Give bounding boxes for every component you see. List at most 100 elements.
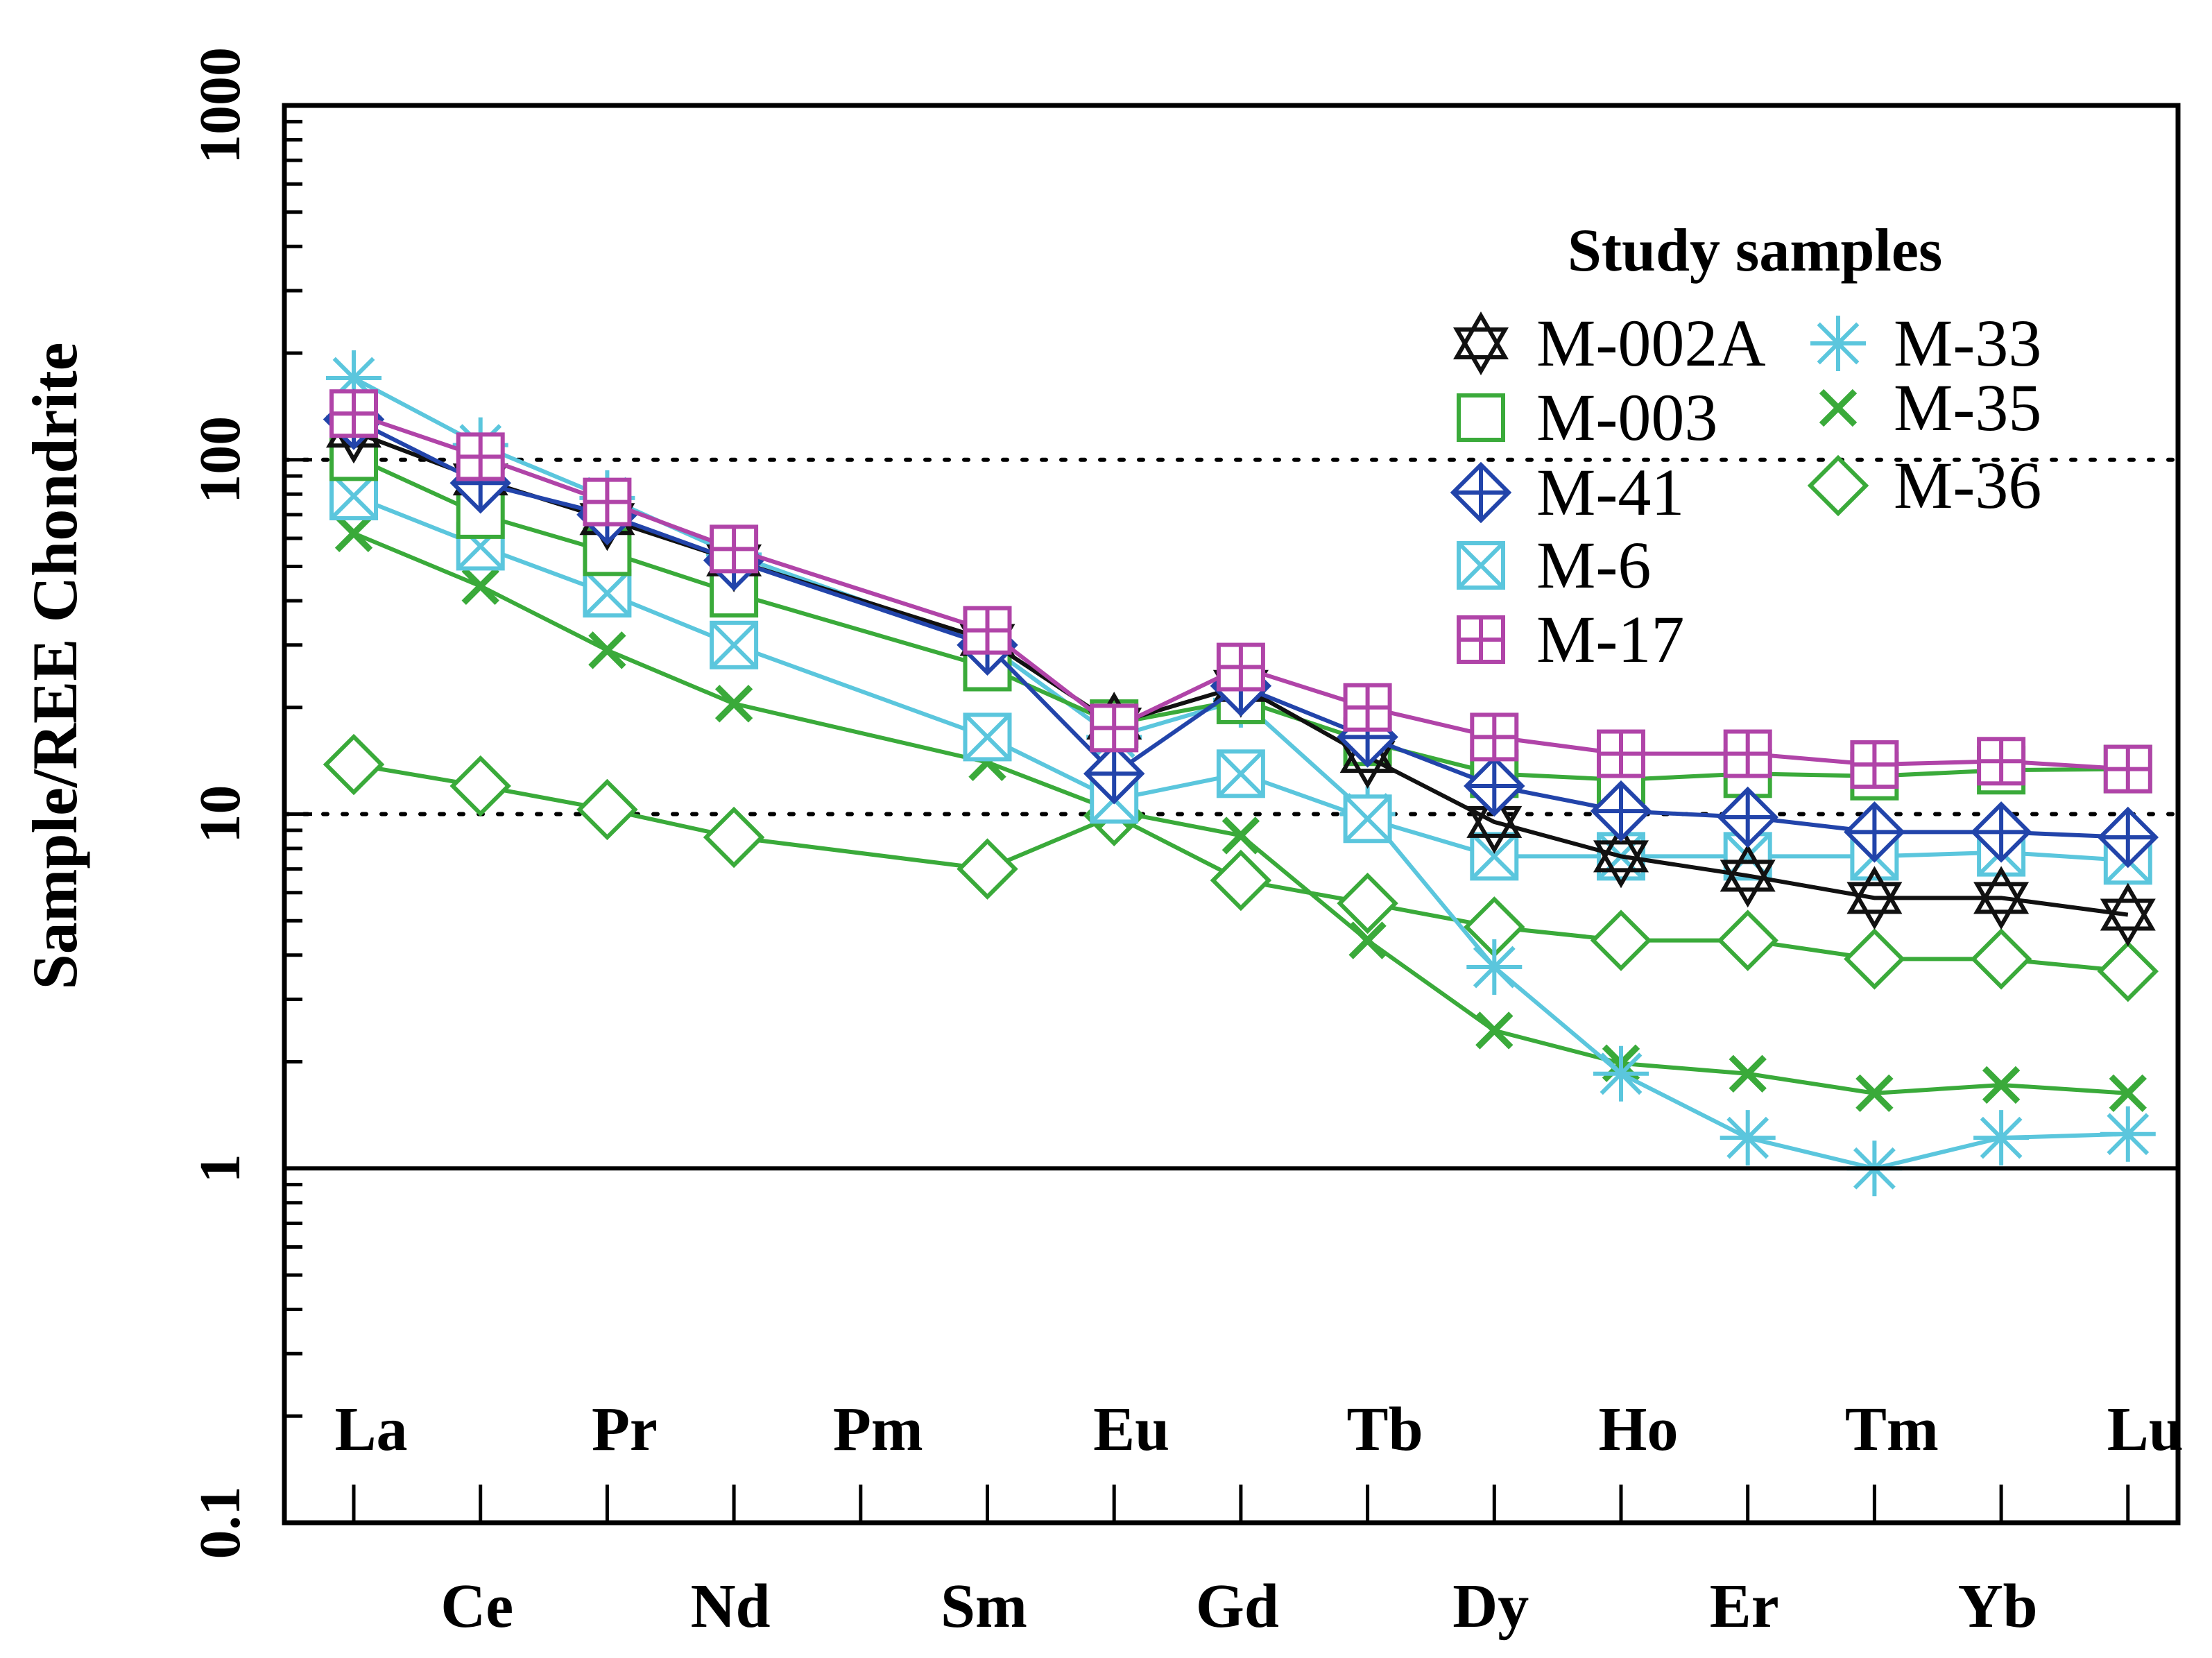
- axes: 0.1 1 10 100 1000 La Ce Pr Nd Pm Sm Eu Gd Tb Dy Ho Er Tm…: [188, 47, 2184, 1641]
- legend-title: Study samples: [1568, 217, 1942, 284]
- data-point-M-6-Gd: [1216, 749, 1265, 798]
- data-point-M-41-Yb: [1970, 801, 2032, 863]
- y-axis-title: Sample/REE Chondrite: [19, 343, 90, 990]
- y-tick-label: 1000: [188, 47, 252, 164]
- series-M-17: [329, 389, 2152, 794]
- data-point-M-36-Yb: [1970, 928, 2032, 990]
- y-tick-label: 0.1: [188, 1487, 252, 1559]
- legend-item-M-6: M-6: [1457, 528, 1651, 602]
- data-point-M-41-Eu: [1083, 743, 1145, 805]
- data-point-M-6-Tb: [1343, 794, 1392, 844]
- data-point-M-6-Nd: [710, 620, 759, 669]
- data-point-M-002A-Tm: [1846, 866, 1903, 930]
- legend-label: M-36: [1894, 448, 2041, 522]
- legend-marker: [1457, 393, 1505, 442]
- legend-item-M-17: M-17: [1457, 602, 1684, 676]
- data-point-M-17-Nd: [710, 524, 759, 574]
- legend-marker: [1819, 388, 1858, 427]
- data-point-M-17-Er: [1723, 729, 1772, 778]
- data-point-M-35-Pr: [588, 631, 626, 669]
- data-point-M-17-Lu: [2103, 744, 2152, 794]
- data-point-M-36-Ce: [449, 755, 511, 817]
- series-layer: [323, 350, 2159, 1197]
- data-point-M-17-Ce: [456, 432, 505, 481]
- x-tick-label-Dy: Dy: [1452, 1572, 1529, 1641]
- data-point-M-35-Yb: [1982, 1066, 2021, 1104]
- data-point-M-17-Tm: [1850, 740, 1899, 789]
- legend-label: M-41: [1536, 455, 1684, 529]
- legend-label: M-003: [1536, 380, 1717, 454]
- data-point-M-17-Dy: [1470, 712, 1519, 762]
- legend-label: M-17: [1536, 602, 1684, 676]
- x-tick-label-Pm: Pm: [833, 1395, 923, 1464]
- data-point-M-35-Gd: [1221, 817, 1260, 855]
- data-point-M-41-Ho: [1590, 780, 1652, 842]
- legend-item-M-41: M-41: [1450, 455, 1684, 529]
- x-tick-label-Ce: Ce: [440, 1572, 513, 1641]
- data-point-M-17-Sm: [963, 606, 1012, 655]
- legend-label: M-002A: [1536, 306, 1766, 380]
- legend-item-M-36: M-36: [1807, 448, 2041, 522]
- data-point-M-35-Er: [1729, 1054, 1767, 1093]
- data-point-M-41-Lu: [2097, 806, 2159, 869]
- data-point-M-35-Tb: [1348, 921, 1387, 959]
- data-point-M-36-Gd: [1210, 849, 1272, 912]
- data-point-M-17-Gd: [1216, 642, 1265, 692]
- series-line-M-35: [352, 531, 2128, 1095]
- data-point-M-33-La: [326, 350, 381, 407]
- legend-label: M-33: [1894, 306, 2041, 380]
- y-axis-ticks: 0.1 1 10 100 1000: [188, 47, 312, 1559]
- legend-marker: [1457, 541, 1505, 590]
- data-point-M-17-Ho: [1597, 729, 1645, 778]
- data-point-M-33-Ho: [1593, 1045, 1649, 1102]
- data-point-M-36-Tm: [1844, 928, 1905, 990]
- data-point-M-41-Tm: [1844, 801, 1905, 863]
- legend-item-M-33: M-33: [1810, 306, 2041, 380]
- data-point-M-36-Ho: [1590, 909, 1652, 971]
- data-point-M-35-Ce: [461, 567, 499, 606]
- data-point-M-6-Dy: [1470, 832, 1519, 881]
- data-point-M-17-Eu: [1090, 703, 1139, 753]
- data-point-M-36-Sm: [957, 838, 1018, 900]
- legend-marker: [1457, 615, 1505, 664]
- data-point-M-36-Lu: [2097, 940, 2159, 1002]
- legend-marker: [1452, 311, 1509, 375]
- data-point-M-17-Yb: [1977, 737, 2026, 786]
- data-point-M-35-Dy: [1475, 1011, 1514, 1050]
- y-tick-label: 100: [188, 416, 252, 504]
- data-point-M-36-Nd: [703, 806, 765, 869]
- data-point-M-36-Pr: [576, 778, 638, 841]
- data-point-M-35-Nd: [714, 685, 753, 723]
- data-point-M-17-La: [329, 389, 378, 438]
- legend-item-M-003: M-003: [1457, 380, 1717, 454]
- x-tick-label-Sm: Sm: [941, 1572, 1027, 1641]
- legend-marker: [1450, 461, 1512, 524]
- data-point-M-35-La: [334, 514, 373, 552]
- data-point-M-35-Tm: [1855, 1074, 1894, 1113]
- x-tick-label-Lu: Lu: [2107, 1395, 2184, 1464]
- x-tick-label-Pr: Pr: [592, 1395, 658, 1464]
- x-axis-ticks: La Ce Pr Nd Pm Sm Eu Gd Tb Dy Ho Er Tm Yb Lu: [334, 1395, 2183, 1641]
- x-tick-label-Eu: Eu: [1093, 1395, 1169, 1464]
- x-tick-label-Er: Er: [1710, 1572, 1779, 1641]
- data-point-M-17-Tb: [1343, 683, 1392, 732]
- series-M-35: [334, 514, 2147, 1113]
- x-tick-label-Gd: Gd: [1196, 1572, 1279, 1641]
- x-tick-label-Tb: Tb: [1347, 1395, 1423, 1464]
- x-tick-label-La: La: [334, 1395, 407, 1464]
- data-point-M-002A-Yb: [1973, 866, 2030, 930]
- legend-label: M-35: [1894, 370, 2041, 445]
- data-point-M-36-Er: [1717, 909, 1778, 971]
- x-tick-label-Nd: Nd: [691, 1572, 771, 1641]
- y-tick-label: 10: [188, 785, 252, 844]
- data-point-M-41-Dy: [1464, 755, 1525, 817]
- data-point-M-33-Lu: [2100, 1106, 2156, 1162]
- data-point-M-36-La: [323, 733, 385, 796]
- legend-label: M-6: [1536, 528, 1651, 602]
- data-point-M-35-Lu: [2109, 1074, 2147, 1113]
- legend-item-M-002A: M-002A: [1452, 306, 1766, 380]
- legend-item-M-35: M-35: [1819, 370, 2041, 445]
- data-point-M-33-Er: [1720, 1110, 1776, 1166]
